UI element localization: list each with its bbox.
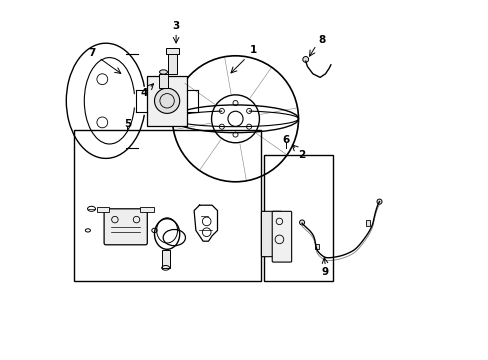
Text: 6: 6: [282, 135, 289, 145]
Circle shape: [302, 57, 308, 62]
Text: 5: 5: [123, 119, 131, 129]
FancyBboxPatch shape: [104, 209, 147, 245]
Text: 1: 1: [249, 45, 257, 55]
FancyBboxPatch shape: [261, 211, 281, 257]
Text: 3: 3: [172, 21, 180, 31]
FancyBboxPatch shape: [272, 211, 291, 262]
Text: 9: 9: [321, 267, 328, 277]
Circle shape: [299, 220, 304, 225]
Circle shape: [154, 88, 179, 113]
Text: 8: 8: [318, 35, 325, 45]
Bar: [73, 130, 260, 281]
Text: 4: 4: [140, 87, 147, 98]
Bar: [168, 54, 177, 74]
Bar: [147, 76, 186, 126]
Bar: [140, 207, 154, 212]
Circle shape: [376, 199, 381, 204]
Bar: [162, 250, 169, 268]
Text: 7: 7: [88, 48, 95, 58]
Bar: [366, 220, 370, 226]
Ellipse shape: [159, 70, 167, 74]
Bar: [159, 74, 167, 88]
Text: 2: 2: [298, 150, 305, 160]
Bar: [314, 244, 318, 249]
Bar: [264, 155, 332, 281]
Bar: [166, 48, 179, 54]
Bar: [97, 207, 109, 212]
